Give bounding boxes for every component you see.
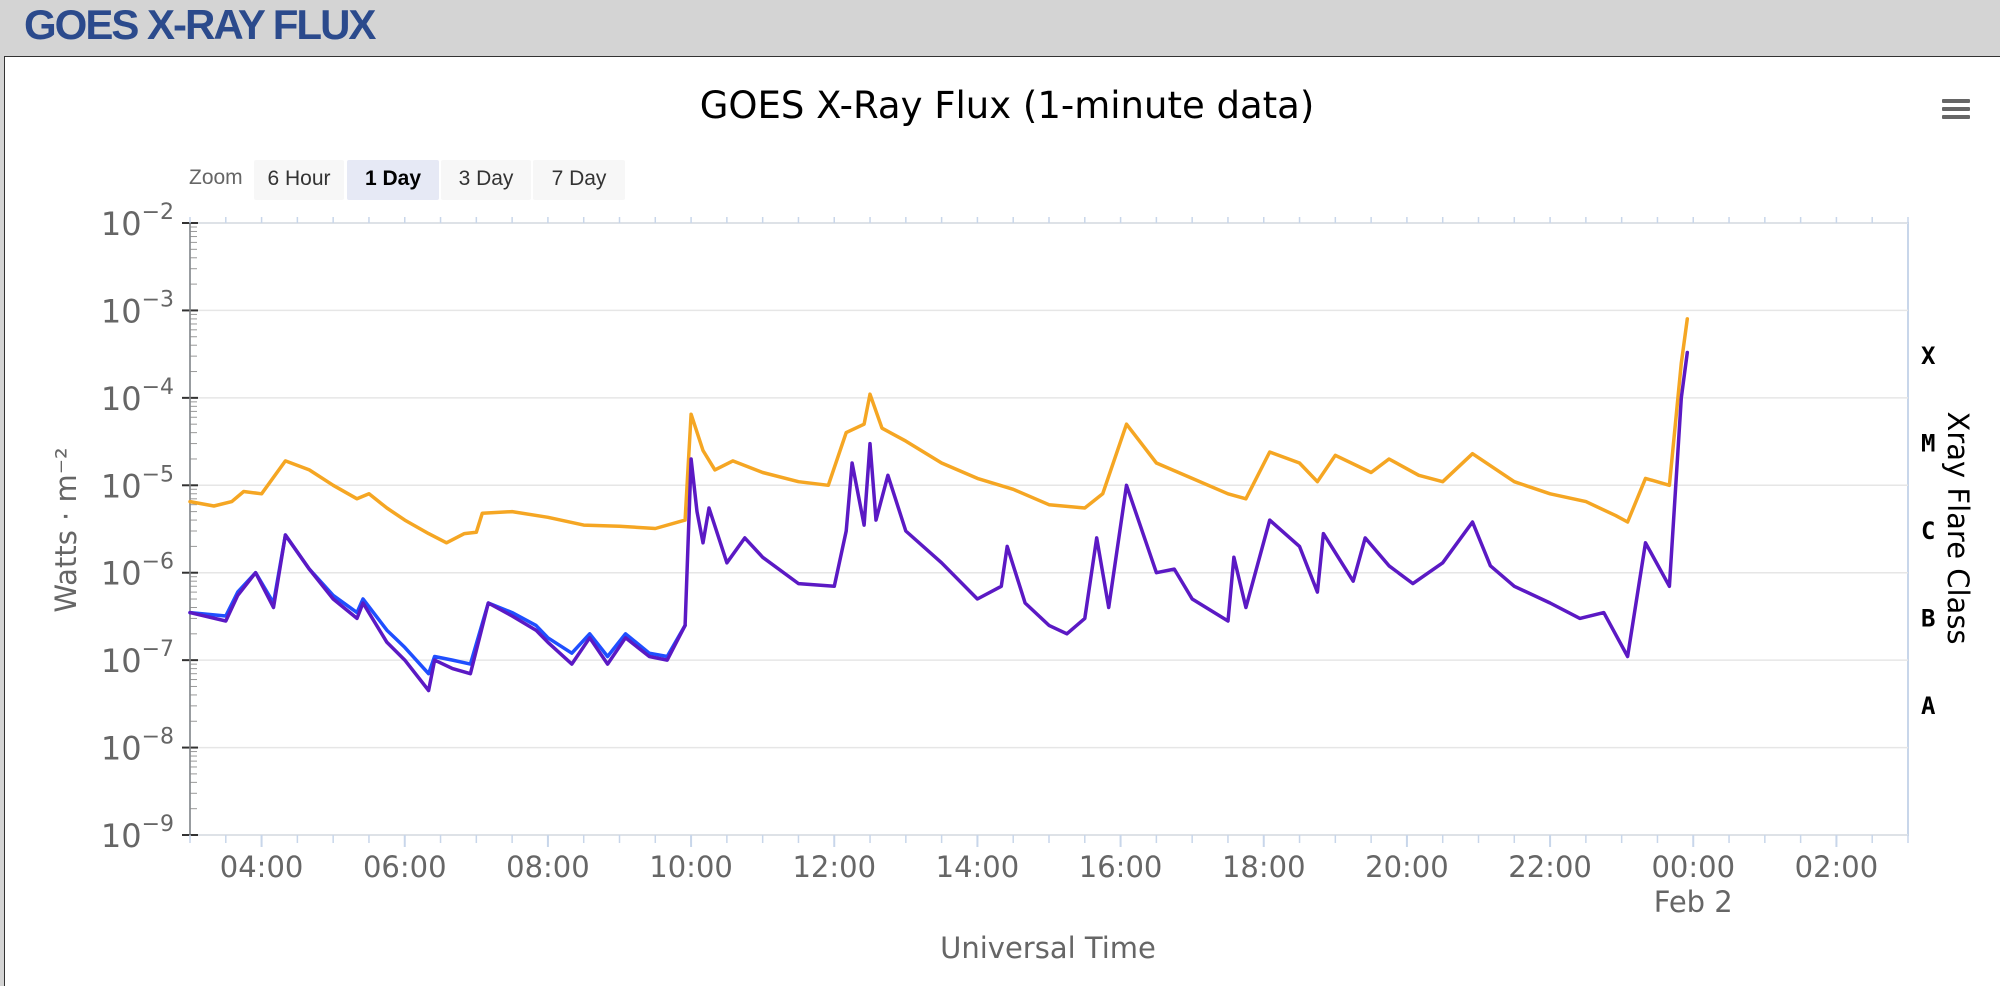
plot-frame — [189, 222, 1909, 836]
y-tick-label: 10−8 — [101, 725, 174, 768]
y-tick-label: 10−3 — [101, 287, 174, 330]
flare-class-label: X — [1921, 342, 1936, 370]
series-line-2[interactable] — [188, 533, 687, 676]
y-tick-label: 10−6 — [101, 550, 174, 593]
chart-menu-button[interactable] — [1936, 93, 1980, 129]
flare-class-label: A — [1921, 692, 1936, 720]
axes: 10−2 10−3 10−4 10−5 10−6 10−7 10−8 10−9 04:00 06:… — [101, 200, 1936, 919]
x-tick-label: 14:00 — [936, 850, 1020, 884]
x-tick-label: 22:00 — [1508, 850, 1592, 884]
zoom-label: Zoom — [189, 166, 243, 189]
x-tick-label: 18:00 — [1222, 850, 1306, 884]
x-tick-label: 08:00 — [506, 850, 590, 884]
y-tick-label: 10−4 — [101, 375, 174, 418]
x-tick-label: 02:00 — [1795, 850, 1879, 884]
zoom-button-1-day[interactable]: 1 Day — [347, 160, 439, 200]
series-lines[interactable] — [188, 317, 1690, 693]
flare-class-label: M — [1921, 430, 1935, 458]
x-tick-label: 10:00 — [649, 850, 733, 884]
x-tick-label: 16:00 — [1079, 850, 1163, 884]
page-header: GOES X-RAY FLUX — [0, 0, 2000, 57]
chart-panel — [4, 56, 2000, 986]
chart-title: GOES X-Ray Flux (1-minute data) — [700, 84, 1315, 127]
y-tick-label: 10−5 — [101, 462, 174, 505]
zoom-button-7-day[interactable]: 7 Day — [533, 160, 625, 200]
flare-class-label: C — [1921, 517, 1935, 545]
y-axis-label: Watts · m⁻² — [49, 447, 83, 612]
x-tick-sublabel: Feb 2 — [1654, 885, 1733, 919]
x-tick-label: 06:00 — [363, 850, 447, 884]
y-tick-label: 10−7 — [101, 637, 174, 680]
y-tick-label: 10−9 — [101, 812, 174, 855]
zoom-button-6-hour[interactable]: 6 Hour — [254, 160, 344, 200]
flare-class-axis-label: Xray Flare Class — [1941, 411, 1975, 644]
x-tick-label: 04:00 — [220, 850, 304, 884]
grid-lines — [189, 222, 1909, 836]
hamburger-menu-icon — [1942, 99, 1970, 103]
x-tick-label: 12:00 — [792, 850, 876, 884]
y-tick-label: 10−2 — [101, 200, 174, 243]
flare-class-label: B — [1921, 604, 1935, 632]
series-line-3[interactable] — [188, 350, 1690, 693]
x-tick-label: 20:00 — [1365, 850, 1449, 884]
x-tick-label: 00:00 — [1651, 850, 1735, 884]
x-axis-label: Universal Time — [940, 931, 1156, 965]
page-title: GOES X-RAY FLUX — [24, 1, 376, 48]
series-line-1[interactable] — [188, 317, 1690, 545]
zoom-button-3-day[interactable]: 3 Day — [441, 160, 531, 200]
